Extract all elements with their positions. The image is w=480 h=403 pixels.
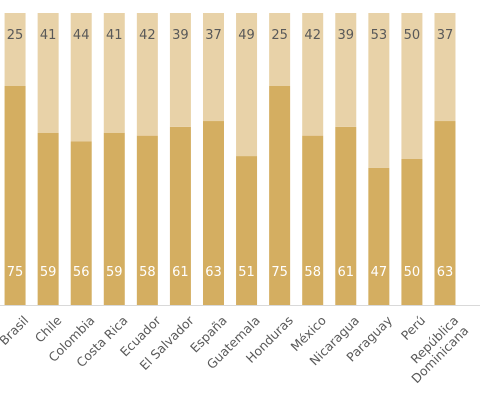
bar-segment-lower <box>169 126 191 305</box>
data-label-upper: 25 <box>271 28 288 43</box>
data-label-upper: 37 <box>437 28 454 43</box>
bar-segment-upper <box>236 13 258 157</box>
data-label-lower: 56 <box>73 265 90 280</box>
bar-segment-upper <box>37 13 59 133</box>
data-label-upper: 50 <box>404 28 421 43</box>
data-label-upper: 41 <box>40 28 57 43</box>
x-tick-label: Brasil <box>0 313 31 348</box>
bar-segment-lower <box>236 156 258 305</box>
bar-segment-lower <box>368 167 390 305</box>
bar-segment-lower <box>434 121 456 305</box>
data-label-upper: 42 <box>304 28 321 43</box>
bar-segment-lower <box>302 135 324 305</box>
bar-segment-upper <box>368 13 390 168</box>
bar-segment-lower <box>70 141 92 305</box>
bar-segment-upper <box>401 13 423 159</box>
bar-segment-upper <box>136 13 158 136</box>
bar-segment-lower <box>202 121 224 305</box>
bar-segment-lower <box>401 159 423 305</box>
data-label-upper: 39 <box>337 28 354 43</box>
data-label-lower: 75 <box>7 265 24 280</box>
data-label-lower: 61 <box>172 265 189 280</box>
data-label-lower: 61 <box>337 265 354 280</box>
data-label-lower: 63 <box>205 265 222 280</box>
data-label-lower: 63 <box>437 265 454 280</box>
data-label-upper: 37 <box>205 28 222 43</box>
data-label-upper: 44 <box>73 28 90 43</box>
bar-segment-lower <box>103 132 125 305</box>
data-label-lower: 59 <box>40 265 57 280</box>
data-label-upper: 39 <box>172 28 189 43</box>
data-label-lower: 50 <box>404 265 421 280</box>
data-label-lower: 58 <box>304 265 321 280</box>
data-label-lower: 58 <box>139 265 156 280</box>
bar-segment-upper <box>335 13 357 127</box>
data-label-upper: 42 <box>139 28 156 43</box>
bar-segment-upper <box>269 13 291 86</box>
bar-segment-upper <box>4 13 26 86</box>
bar-segment-upper <box>434 13 456 122</box>
bar-segment-lower <box>136 135 158 305</box>
bar-segment-upper <box>202 13 224 122</box>
data-label-lower: 47 <box>371 265 388 280</box>
bar-segment-upper <box>70 13 92 142</box>
data-label-upper: 49 <box>238 28 255 43</box>
data-label-upper: 53 <box>371 28 388 43</box>
data-label-lower: 59 <box>106 265 123 280</box>
data-label-upper: 41 <box>106 28 123 43</box>
bar-segment-lower <box>37 132 59 305</box>
bar-segment-lower <box>4 86 26 305</box>
data-label-lower: 51 <box>238 265 255 280</box>
data-label-lower: 75 <box>271 265 288 280</box>
bar-segment-upper <box>169 13 191 127</box>
bar-segment-lower <box>269 86 291 305</box>
bar-segment-upper <box>103 13 125 133</box>
data-label-upper: 25 <box>7 28 24 43</box>
bar-segment-lower <box>335 126 357 305</box>
bar-segment-upper <box>302 13 324 136</box>
